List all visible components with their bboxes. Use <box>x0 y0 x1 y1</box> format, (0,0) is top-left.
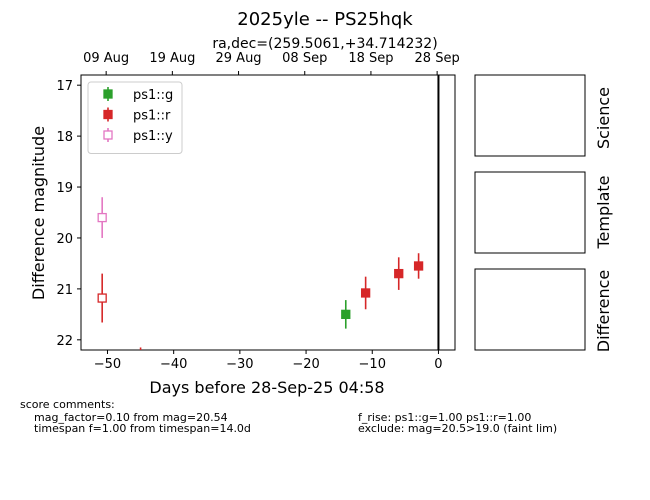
legend-label: ps1::r <box>133 109 171 124</box>
x-tick-label: −10 <box>359 357 386 372</box>
data-point <box>413 261 424 271</box>
plot-frame <box>80 74 456 351</box>
x-tick-label: −20 <box>292 357 319 372</box>
chart-title: 2025yle -- PS25hqk <box>237 9 413 30</box>
top-axis-tick-label: 29 Aug <box>216 51 262 66</box>
legend-marker <box>103 109 113 120</box>
top-axis-tick-label: 19 Aug <box>149 51 195 66</box>
data-point <box>360 288 371 298</box>
science-panel <box>474 74 586 157</box>
legend-marker <box>103 130 113 140</box>
score-comment-right-2: exclude: mag=20.5>19.0 (faint lim) <box>358 422 558 435</box>
score-comment-left-2: timespan f=1.00 from timespan=14.0d <box>34 422 251 435</box>
data-point <box>97 293 107 303</box>
difference-panel <box>474 268 586 351</box>
y-tick-label: 21 <box>56 283 73 298</box>
y-tick-label: 17 <box>56 79 73 94</box>
data-point <box>341 309 351 320</box>
top-axis-tick-label: 18 Sep <box>348 51 393 66</box>
x-tick-label: 0 <box>434 357 442 372</box>
legend-label: ps1::y <box>133 129 173 144</box>
x-tick-label: −40 <box>160 357 187 372</box>
difference-panel-label: Difference <box>594 270 613 352</box>
template-panel-label: Template <box>594 175 613 249</box>
y-tick-label: 18 <box>56 130 73 145</box>
y-tick-label: 20 <box>56 232 73 247</box>
top-axis-tick-label: 08 Sep <box>282 51 327 66</box>
y-tick-label: 22 <box>56 334 73 349</box>
y-axis-label: Difference magnitude <box>29 126 48 300</box>
legend-marker <box>103 89 113 99</box>
chart-subtitle: ra,dec=(259.5061,+34.714232) <box>212 36 437 52</box>
data-point <box>394 268 404 279</box>
x-tick-label: −50 <box>94 357 121 372</box>
x-axis-label: Days before 28-Sep-25 04:58 <box>149 378 384 397</box>
template-panel <box>474 171 586 254</box>
data-points <box>97 197 424 350</box>
science-panel-label: Science <box>594 87 613 149</box>
legend-label: ps1::g <box>133 88 173 103</box>
top-axis-tick-label: 09 Aug <box>83 51 129 66</box>
data-point <box>97 212 107 223</box>
y-tick-label: 19 <box>56 181 73 196</box>
score-comments-header: score comments: <box>20 398 115 411</box>
top-axis-tick-label: 28 Sep <box>415 51 460 66</box>
score-comment-right-1: f_rise: ps1::g=1.00 ps1::r=1.00 <box>358 411 532 424</box>
score-comment-left-1: mag_factor=0.10 from mag=20.54 <box>34 411 228 424</box>
plot-area: −50 −40 −30 −20 −10 0 17 18 19 20 21 22 09 Aug 19 Aug… <box>56 51 459 372</box>
x-tick-label: −30 <box>226 357 253 372</box>
